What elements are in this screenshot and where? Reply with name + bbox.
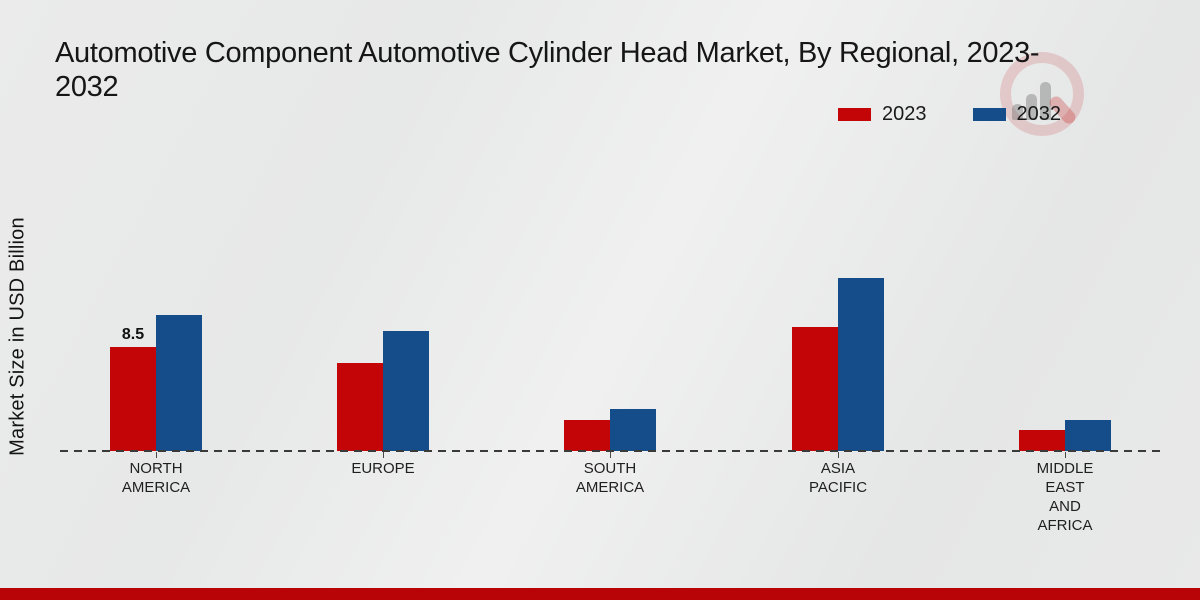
category-label-south-america: SOUTH AMERICA (575, 460, 645, 496)
x-axis-tick (610, 452, 611, 458)
x-axis-tick (838, 452, 839, 458)
x-axis-tick (1065, 452, 1066, 458)
legend-label-2032: 2032 (1016, 103, 1062, 125)
bar-2032-south-america (610, 409, 656, 451)
magnifier-ring-icon (1000, 52, 1084, 136)
legend-swatch-2032 (972, 108, 1006, 121)
bar-2023-south-america (564, 420, 610, 451)
legend-item-2023: 2023 (838, 103, 927, 126)
category-label-asia-pacific: ASIA PACIFIC (808, 460, 868, 496)
x-axis-tick (383, 452, 384, 458)
watermark-logo (992, 48, 1102, 143)
legend-swatch-2023 (838, 108, 871, 121)
x-axis-baseline (60, 450, 1160, 452)
bar-2032-asia-pacific (838, 278, 884, 451)
legend-item-2032: 2032 (972, 103, 1062, 126)
bar-2023-asia-pacific (792, 327, 838, 451)
chart-title: Automotive Component Automotive Cylinder… (55, 36, 1040, 104)
x-axis-tick (156, 452, 157, 458)
category-label-europe: EUROPE (351, 460, 415, 477)
logo-bar-icon (1040, 82, 1051, 120)
chart-title-line2: 2032 (55, 71, 119, 103)
category-label-middle-east-and-africa: MIDDLE EAST AND AFRICA (1036, 460, 1094, 534)
bar-2023-middle-east-and-africa (1019, 430, 1065, 451)
bar-value-label-2023-north-america: 8.5 (121, 326, 145, 343)
footer-accent-bar (0, 588, 1200, 600)
legend-label-2023: 2023 (882, 103, 927, 125)
bar-2023-north-america (110, 347, 156, 451)
chart-title-line1: Automotive Component Automotive Cylinder… (55, 37, 1040, 69)
bar-2032-middle-east-and-africa (1065, 420, 1111, 451)
logo-bar-icon (1012, 104, 1023, 120)
category-label-north-america: NORTH AMERICA (121, 460, 191, 496)
legend: 2023 2032 (838, 103, 1061, 126)
bar-2032-europe (383, 331, 429, 451)
bar-2023-europe (337, 363, 383, 451)
logo-bar-icon (1026, 94, 1037, 120)
bar-2032-north-america (156, 315, 202, 451)
